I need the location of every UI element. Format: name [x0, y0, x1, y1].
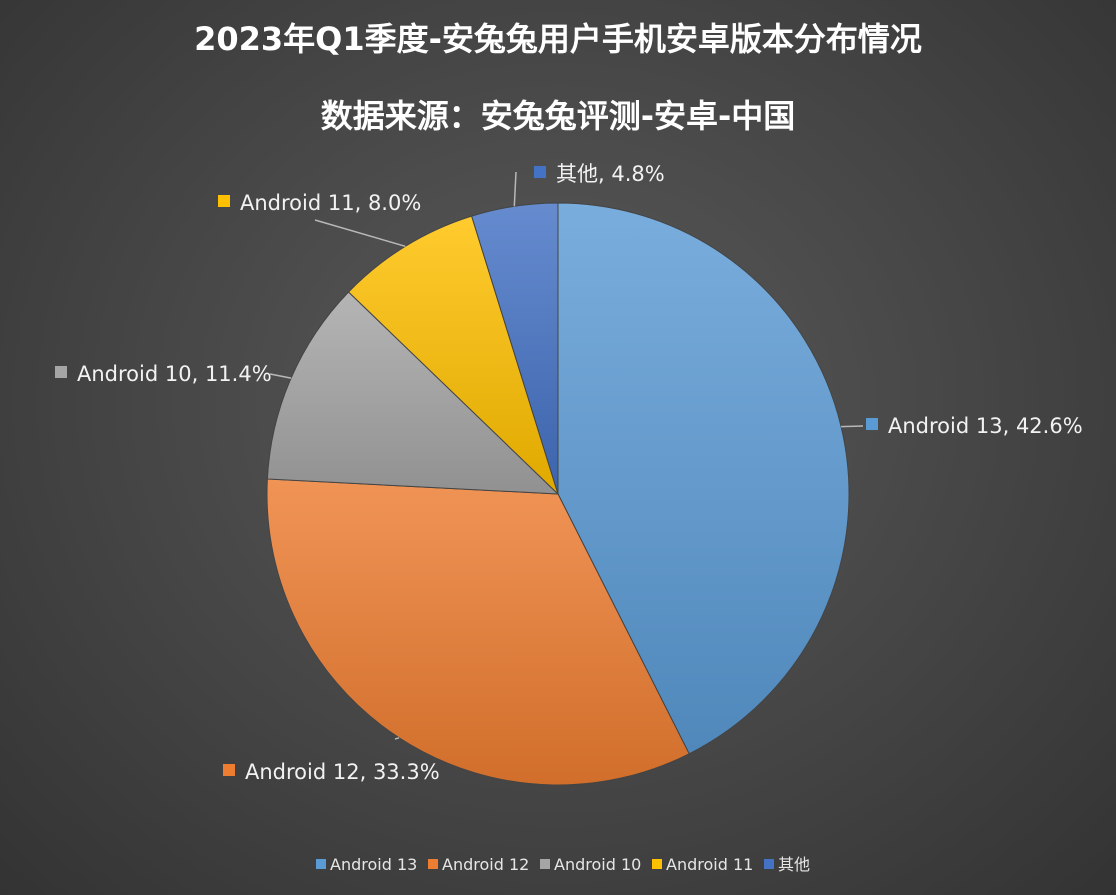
legend-item-android-13: Android 13	[316, 855, 417, 874]
legend-swatch	[540, 859, 550, 869]
pie-slices	[266, 202, 850, 786]
data-label-other-4: 其他, 4.8%	[556, 162, 665, 186]
legend-item-other-4: 其他	[764, 855, 810, 874]
label-marker-android-13	[866, 418, 878, 430]
pie-slice-other-4	[471, 202, 559, 495]
pie-slice-android-10	[266, 291, 560, 495]
pie-slice-android-13	[557, 202, 850, 755]
legend-item-android-10: Android 10	[540, 855, 641, 874]
label-marker-android-12	[223, 764, 235, 776]
chart-title: 2023年Q1季度-安兔兔用户手机安卓版本分布情况	[194, 20, 922, 58]
data-label-android-12: Android 12, 33.3%	[245, 760, 440, 784]
legend-swatch	[428, 859, 438, 869]
legend-swatch	[316, 859, 326, 869]
data-label-android-10: Android 10, 11.4%	[77, 362, 272, 386]
leader-line-android-11	[314, 219, 406, 248]
pie-slice-android-11	[347, 215, 559, 495]
leader-line-android-10	[269, 373, 292, 379]
legend-label: Android 11	[666, 855, 753, 874]
data-label-android-11: Android 11, 8.0%	[240, 191, 421, 215]
legend: Android 13 Android 12 Android 10 Android 11…	[316, 855, 810, 874]
data-label-android-13: Android 13, 42.6%	[888, 414, 1083, 438]
legend-swatch	[764, 859, 774, 869]
pie-slice-android-12	[266, 478, 690, 786]
legend-item-android-11: Android 11	[652, 855, 753, 874]
label-marker-android-11	[218, 195, 230, 207]
leader-line-other-4	[513, 171, 517, 207]
legend-label: Android 13	[330, 855, 417, 874]
label-marker-other-4	[534, 166, 546, 178]
legend-swatch	[652, 859, 662, 869]
legend-item-android-12: Android 12	[428, 855, 529, 874]
label-marker-android-10	[55, 366, 67, 378]
data-labels: Android 13, 42.6% Android 12, 33.3% Androi…	[55, 162, 1083, 784]
legend-label: 其他	[778, 855, 810, 874]
chart-subtitle: 数据来源：安兔兔评测-安卓-中国	[321, 97, 796, 135]
leader-lines	[269, 171, 864, 740]
leader-line-android-13	[841, 425, 864, 428]
legend-label: Android 10	[554, 855, 641, 874]
leader-line-android-12	[394, 737, 400, 740]
legend-label: Android 12	[442, 855, 529, 874]
